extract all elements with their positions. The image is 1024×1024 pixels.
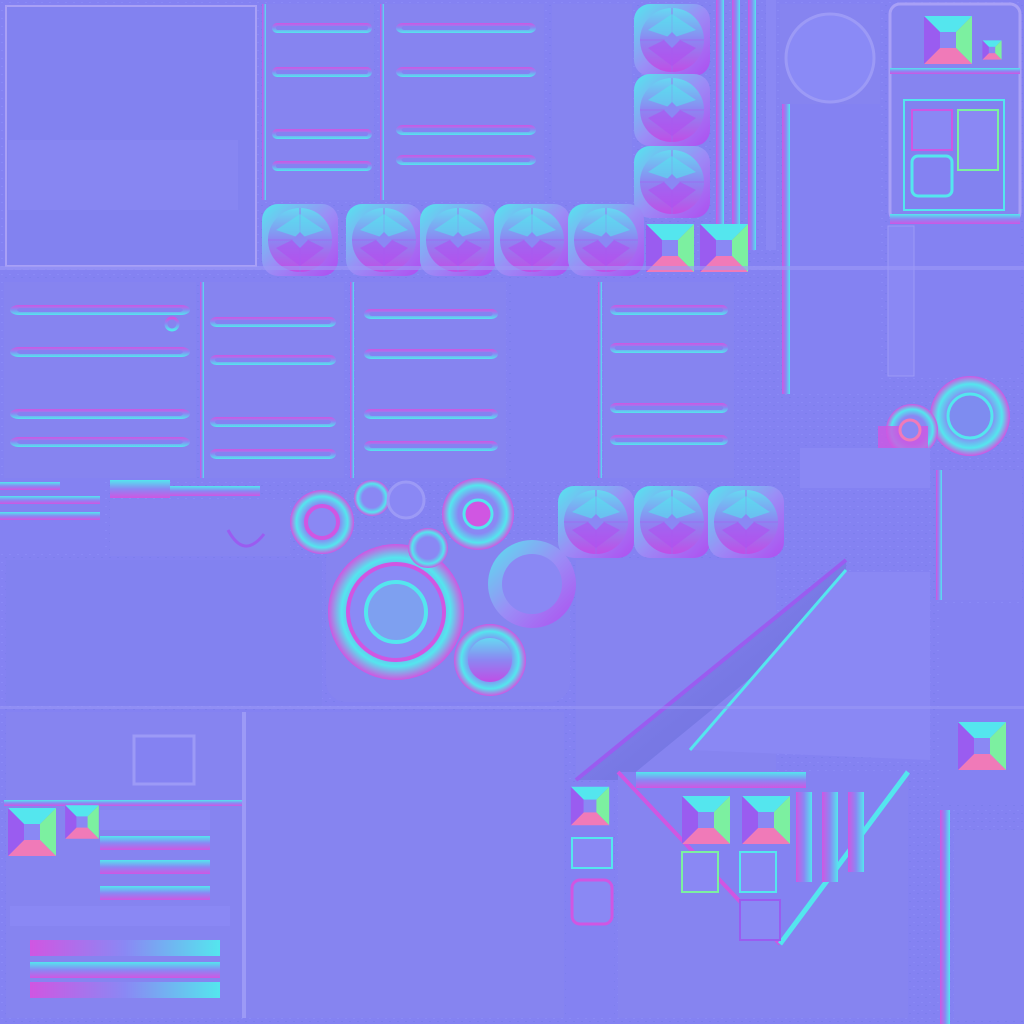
pyramid-stud-icon — [958, 722, 1006, 770]
bolt-head-icon — [557, 485, 635, 559]
panel-bottom-left — [4, 712, 244, 1018]
pyramid-stud-icon — [742, 796, 790, 844]
bolt-head-icon — [633, 3, 711, 77]
plate-top-left — [5, 5, 257, 267]
slot-panel-mid-1 — [4, 282, 196, 478]
mechanism-bottom — [566, 770, 911, 1018]
slot-panel-top-2 — [380, 4, 544, 200]
plate-edge — [242, 712, 246, 1018]
bolt-head-icon — [633, 145, 711, 219]
machine-block — [887, 2, 1022, 377]
bolt-head-icon — [419, 203, 497, 277]
bolt-column-top — [633, 3, 711, 219]
plate-wide-left — [6, 560, 322, 706]
plate-top-mid — [552, 4, 632, 200]
bolt-row-mid — [557, 485, 785, 559]
rivet-icon — [408, 528, 448, 568]
pyramid-stud-icon — [8, 808, 56, 856]
bolt-head-icon — [345, 203, 423, 277]
socket-cluster-center — [290, 478, 576, 702]
round-cap — [780, 4, 880, 394]
bolt-head-icon — [633, 485, 711, 559]
bolt-head-icon — [633, 73, 711, 147]
diagonal-plate — [574, 558, 930, 782]
pyramid-stud-icon — [924, 16, 972, 64]
slot-panel-mid-4 — [598, 282, 734, 478]
bolt-head-icon — [707, 485, 785, 559]
bolt-head-icon — [493, 203, 571, 277]
plate-mid — [512, 282, 596, 478]
pyramid-stud-icon — [682, 796, 730, 844]
slot-panel-mid-3 — [350, 282, 506, 478]
slot-panel-top-1 — [262, 4, 374, 200]
pyramid-stud-icon — [700, 224, 748, 272]
plate-right — [936, 470, 1024, 1024]
rivet-icon — [386, 480, 426, 520]
vertical-strips — [716, 0, 776, 250]
pyramid-stud-icon — [65, 805, 99, 839]
rivet-icon — [354, 480, 390, 516]
misc-strips — [0, 266, 1024, 709]
bolt-head-icon — [567, 203, 645, 277]
pyramid-stud-icon — [646, 224, 694, 272]
pyramid-stud-icon — [982, 40, 1002, 60]
bolt-head-icon — [261, 203, 339, 277]
slot-panel-mid-2 — [200, 282, 344, 478]
plate-bottom-center — [246, 712, 564, 1018]
pyramid-stud-icon — [570, 786, 610, 826]
socket-cluster-right — [800, 376, 1010, 488]
gear-strip — [0, 480, 290, 556]
